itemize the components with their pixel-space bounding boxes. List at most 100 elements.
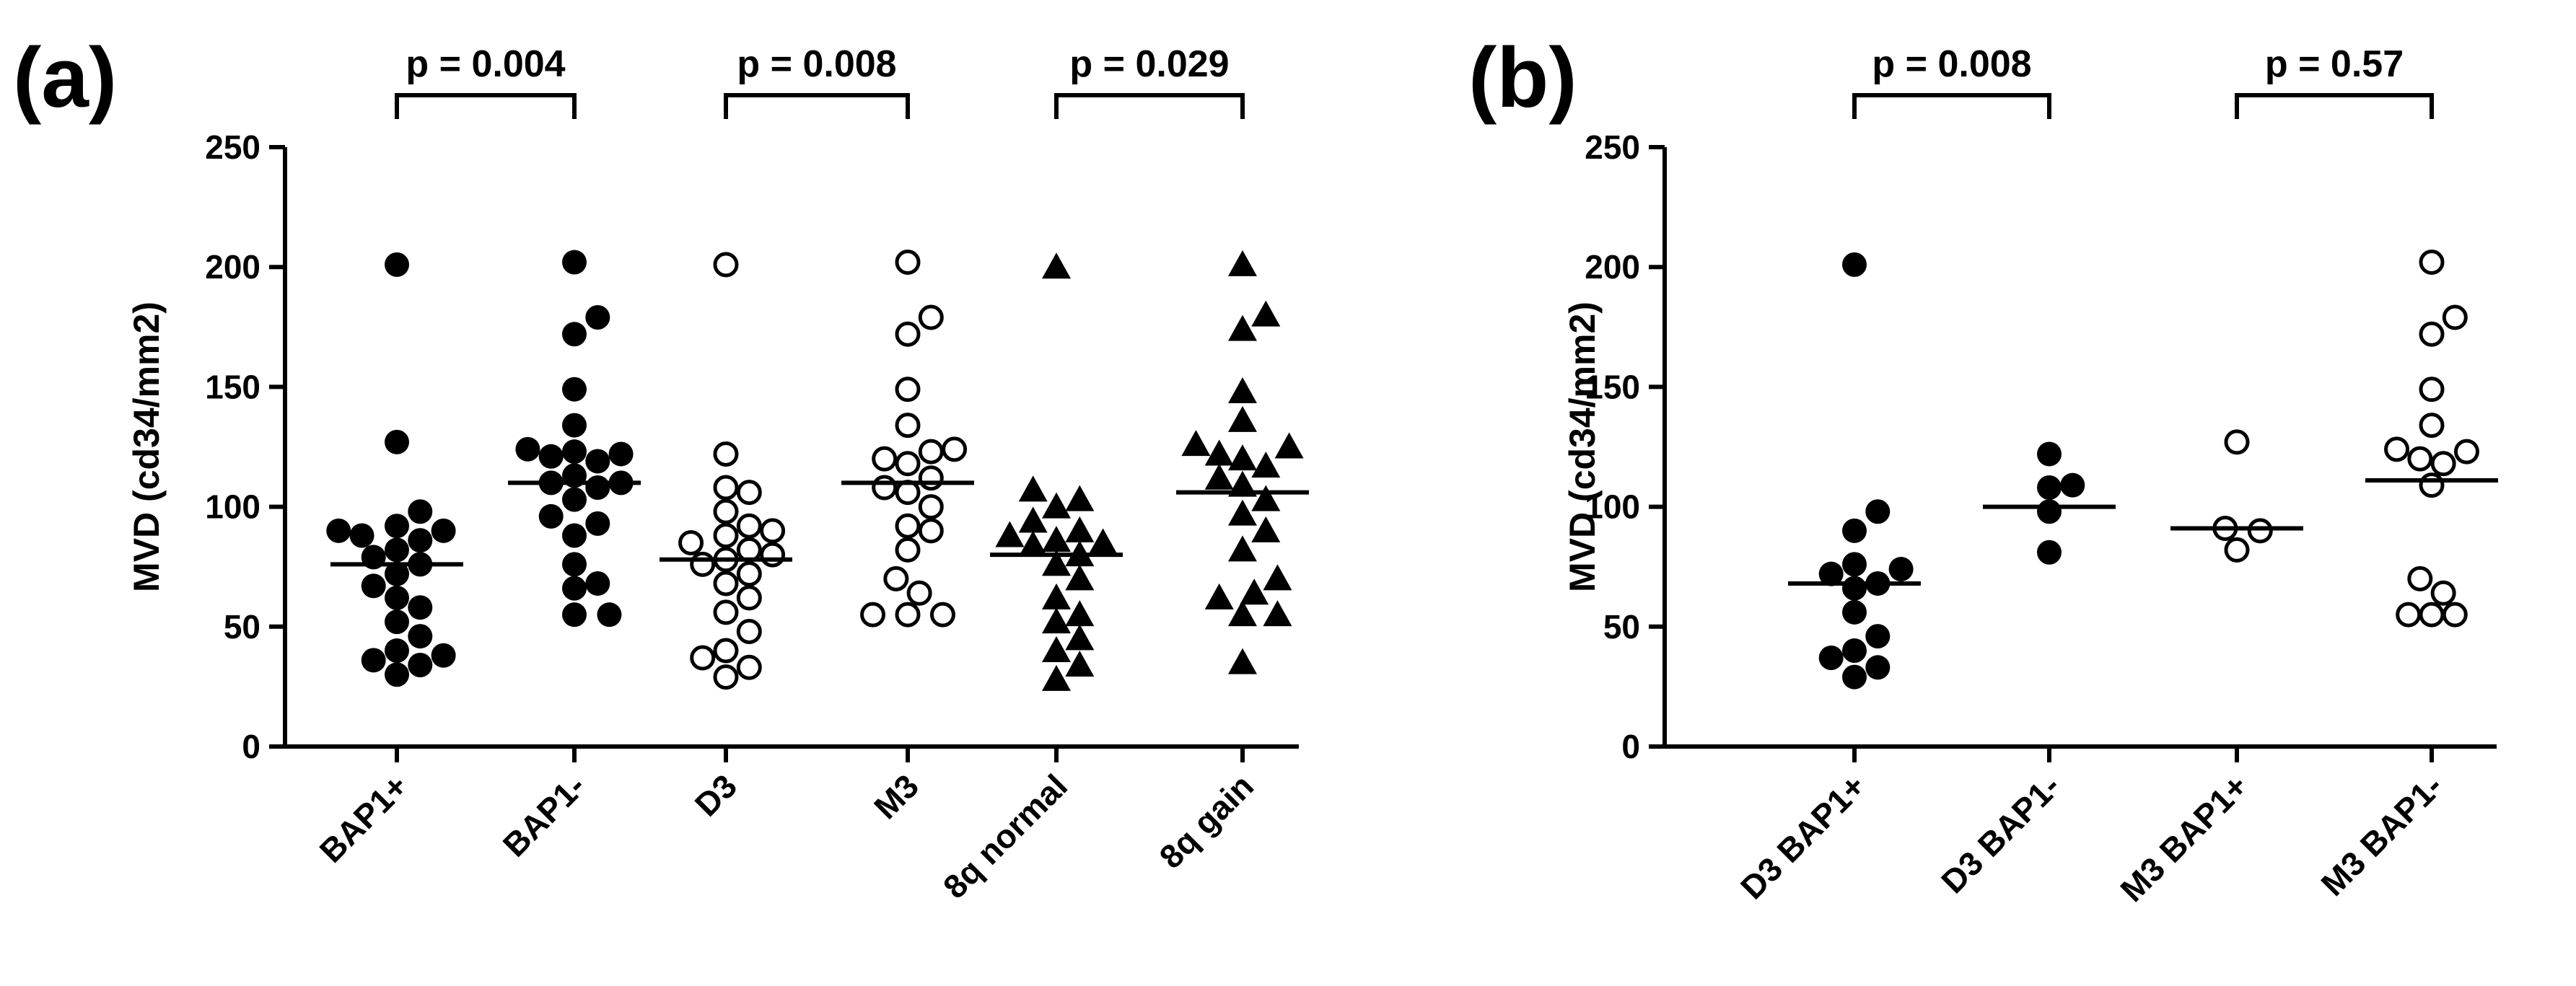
data-point-triangle [1018,530,1048,557]
data-point-triangle [1065,650,1095,677]
category-label: D3 [688,767,744,823]
data-point-triangle [1204,463,1234,490]
panel-label: (a) [13,30,117,126]
data-point-filled-circle [361,573,386,599]
data-point-open-circle [883,565,909,591]
data-point-open-circle [736,480,762,506]
data-point-triangle [1042,583,1071,609]
data-point-open-circle [736,561,762,587]
data-point-triangle [1228,377,1257,404]
data-point-triangle [1204,583,1234,609]
data-point-filled-circle [1865,624,1891,649]
data-point-filled-circle [349,523,374,548]
data-point-filled-circle [562,439,587,465]
category-label: 8q normal [936,767,1074,905]
p-value-label: p = 0.57 [2265,43,2404,85]
data-point-filled-circle [2037,441,2062,467]
data-point-filled-circle [562,523,587,548]
data-point-filled-circle [1842,664,1867,690]
data-point-open-circle [690,645,716,671]
data-point-triangle [1228,250,1257,276]
data-point-open-circle [2453,439,2479,465]
data-point-open-circle [895,513,921,539]
data-point-open-circle [895,602,921,628]
data-point-filled-circle [562,576,587,601]
data-point-filled-circle [585,475,610,501]
data-point-triangle [1263,600,1292,627]
data-point-open-circle [895,451,921,477]
data-point-filled-circle [1818,561,1844,586]
data-point-filled-circle [538,444,564,469]
data-point-open-circle [872,475,898,501]
data-point-open-circle [2419,377,2445,402]
data-point-triangle [1065,600,1095,627]
data-point-open-circle [918,304,944,330]
data-point-open-circle [2224,429,2250,455]
data-point-filled-circle [1842,252,1867,277]
data-point-filled-circle [408,652,433,677]
data-point-filled-circle [515,436,540,462]
y-tick-label: 250 [205,128,260,166]
data-point-open-circle [713,475,739,501]
data-point-triangle [1181,430,1211,457]
data-point-triangle [1042,252,1071,279]
data-point-filled-circle [562,552,587,577]
data-point-open-circle [736,585,762,611]
data-point-open-circle [918,518,944,544]
data-point-filled-circle [385,537,409,563]
data-point-triangle [1088,528,1118,555]
data-point-filled-circle [385,609,409,635]
data-point-filled-circle [385,638,409,664]
data-point-open-circle [942,436,968,462]
p-value-label: p = 0.008 [1872,43,2031,85]
data-point-open-circle [918,465,944,491]
category-label: M3 BAP1- [2313,767,2450,903]
data-point-open-circle [678,529,704,555]
data-point-open-circle [713,638,739,664]
data-point-filled-circle [585,305,610,330]
data-point-filled-circle [1818,646,1844,671]
data-point-open-circle [918,494,944,520]
data-point-triangle [995,521,1025,547]
data-point-filled-circle [562,413,587,438]
data-point-filled-circle [2060,472,2085,498]
category-label: 8q gain [1152,767,1261,876]
data-point-filled-circle [1888,557,1914,582]
data-point-triangle [1018,475,1048,502]
y-tick-label: 250 [1585,128,1640,166]
data-point-filled-circle [361,648,386,673]
panel-label: (b) [1468,30,1577,126]
y-tick-label: 0 [1621,728,1640,765]
y-tick-label: 0 [242,728,260,765]
data-point-open-circle [2419,250,2445,276]
significance-bracket [1054,93,1245,119]
panel-b: (b) MVD (cd34/mm2) 0 50 100 150 200 250 D3 BAP1+… [1468,30,2498,909]
significance-bracket [395,93,577,119]
data-point-open-circle [2430,580,2456,606]
y-axis-title: MVD (cd34/mm2) [126,301,167,592]
data-point-triangle [1065,564,1095,591]
data-point-open-circle [860,602,886,628]
data-point-triangle [1251,516,1281,542]
data-point-triangle [1042,664,1071,691]
category-label: M3 BAP1+ [2113,767,2255,909]
data-point-open-circle [918,439,944,465]
data-point-triangle [1263,564,1292,591]
data-point-open-circle [760,518,786,544]
data-point-triangle [1228,600,1257,627]
significance-bracket [1852,93,2051,119]
data-point-triangle [1228,444,1257,471]
data-point-triangle [1042,607,1071,634]
data-point-open-circle [713,522,739,548]
data-point-filled-circle [385,662,409,687]
data-point-open-circle [2419,321,2445,347]
y-tick-label: 200 [205,248,260,286]
data-point-open-circle [713,599,739,625]
data-point-filled-circle [1842,638,1867,664]
p-value-label: p = 0.008 [737,43,896,85]
data-point-open-circle [2419,602,2445,628]
data-point-triangle [1018,506,1048,533]
data-point-filled-circle [608,441,634,467]
data-point-open-circle [2419,472,2445,498]
data-point-open-circle [760,542,786,568]
